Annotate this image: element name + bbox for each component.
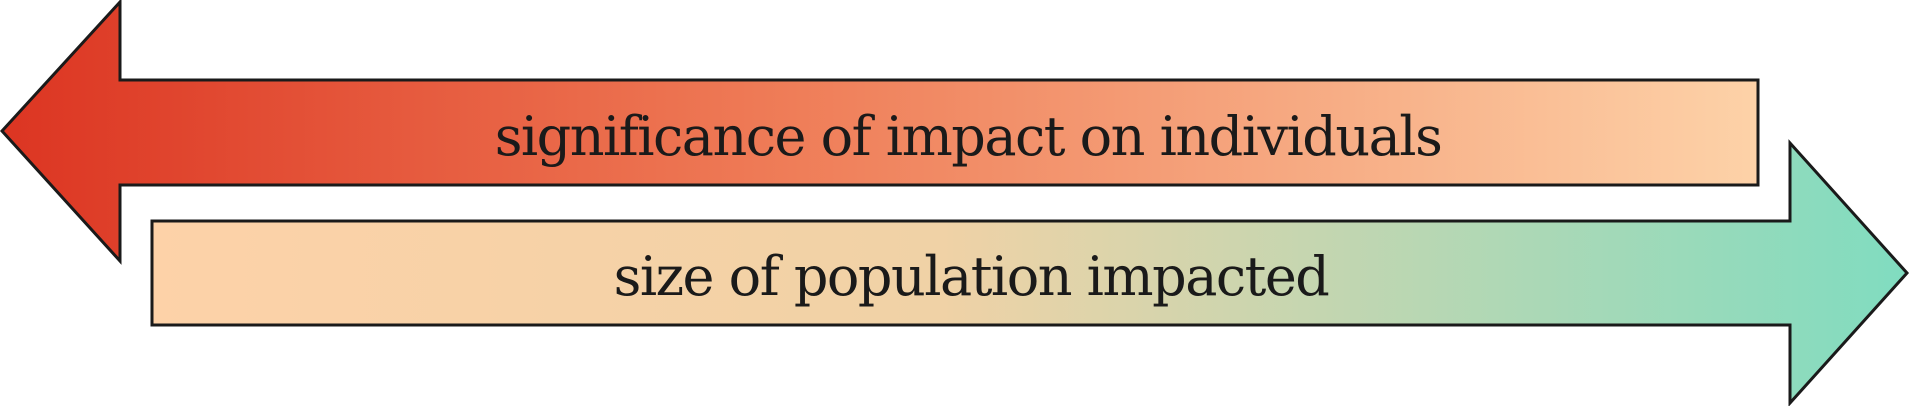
arrow-left-label: significance of impact on individuals — [495, 105, 1442, 168]
arrow-significance: significance of impact on individuals — [0, 0, 1760, 265]
arrow-left-shape — [0, 0, 1760, 265]
arrow-right-shape — [150, 139, 1910, 406]
arrow-right-label: size of population impacted — [614, 245, 1329, 308]
arrow-population: size of population impacted — [150, 139, 1910, 406]
